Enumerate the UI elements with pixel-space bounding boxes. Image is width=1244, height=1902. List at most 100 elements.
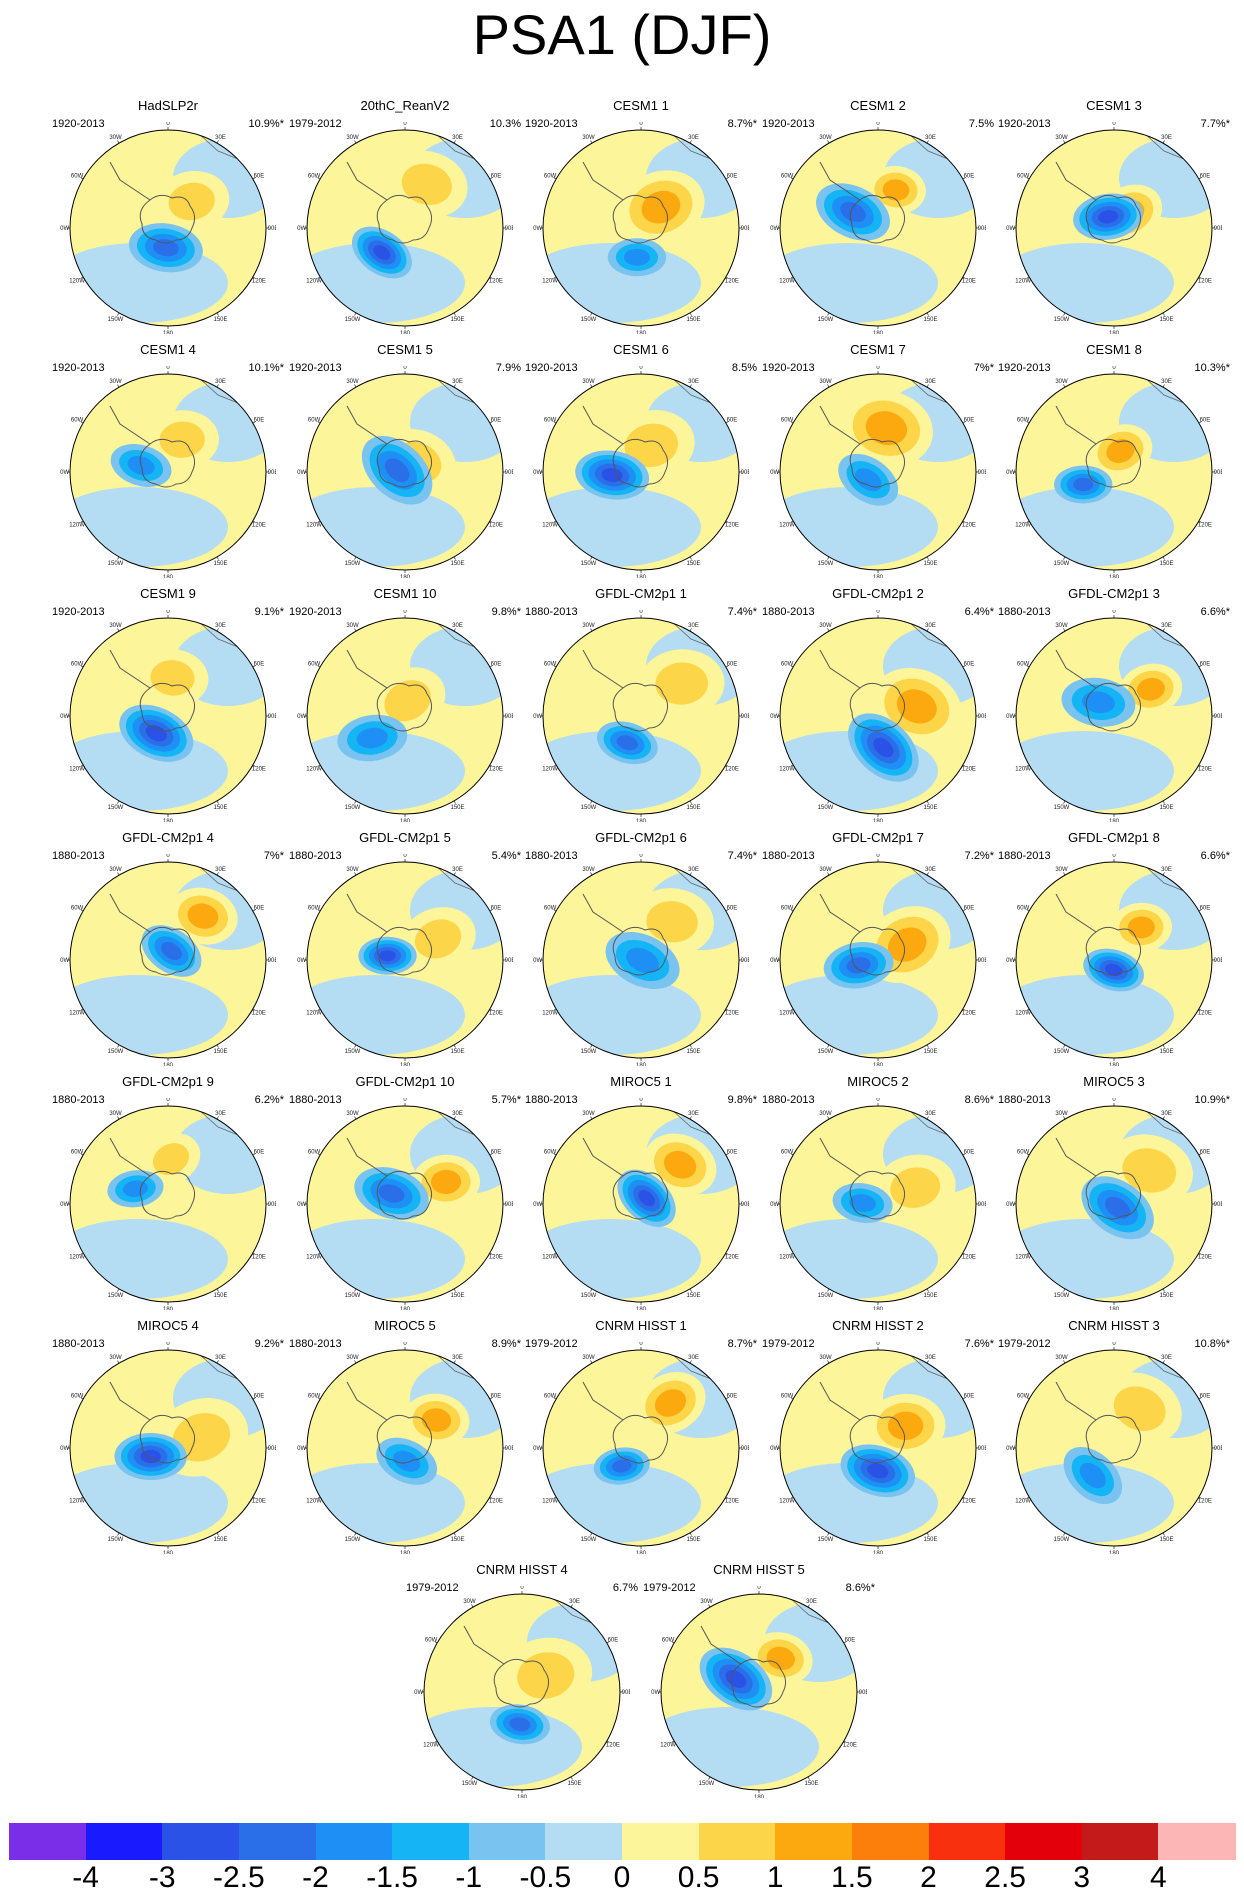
longitude-label: 90E [741, 470, 749, 476]
colorbar-segment [238, 1823, 316, 1860]
longitude-label: 60W [71, 1394, 84, 1400]
longitude-label: 120E [252, 279, 266, 285]
longitude-tick [827, 1288, 830, 1292]
longitude-label: 30E [925, 623, 936, 629]
longitude-tick [689, 628, 692, 632]
longitude-tick [1162, 800, 1165, 804]
longitude-label: 120E [489, 767, 503, 773]
longitude-label: 150E [686, 805, 700, 811]
panel-variance: 7.4%* [727, 850, 757, 862]
longitude-label: 60E [491, 1394, 502, 1400]
longitude-tick [553, 909, 557, 912]
colorbar-segment [315, 1823, 393, 1860]
longitude-tick [962, 1397, 966, 1400]
longitude-label: 150E [450, 561, 464, 567]
longitude-label: 120W [779, 1499, 795, 1505]
longitude-tick [252, 276, 256, 279]
longitude-tick [354, 1044, 357, 1048]
colorbar-tick-label: 0 [613, 1861, 631, 1894]
longitude-label: 180 [400, 1063, 411, 1066]
longitude-tick [1063, 140, 1066, 144]
longitude-label: 180 [636, 819, 647, 822]
longitude-label: 120E [725, 523, 739, 529]
longitude-label: 90W [297, 714, 307, 720]
longitude-label: 90W [770, 958, 780, 964]
longitude-label: 90W [60, 470, 70, 476]
longitude-tick [1198, 276, 1202, 279]
longitude-tick [807, 1776, 810, 1780]
polar-map: 0 30E 60E 90E 120E 150E 180 150W 120W 90W 60W 30W [1006, 1342, 1222, 1554]
longitude-label: 30E [452, 379, 463, 385]
longitude-label: 0 [166, 1342, 170, 1347]
longitude-tick [354, 1288, 357, 1292]
longitude-tick [1198, 1008, 1202, 1011]
longitude-label: 30E [806, 1599, 817, 1605]
longitude-label: 120W [1015, 1011, 1031, 1017]
panel-variance: 8.7%* [727, 118, 757, 130]
polar-map: 0 30E 60E 90E 120E 150E 180 150W 120W 90W 60W 30W [533, 1342, 749, 1554]
longitude-tick [807, 1604, 810, 1608]
longitude-tick [354, 140, 357, 144]
longitude-label: 150W [108, 805, 124, 811]
longitude-label: 90E [505, 714, 513, 720]
longitude-label: 0 [639, 610, 643, 615]
longitude-label: 150E [213, 1049, 227, 1055]
longitude-label: 90W [533, 1202, 543, 1208]
longitude-label: 90W [651, 1690, 661, 1696]
longitude-label: 90W [297, 1202, 307, 1208]
longitude-label: 0 [403, 122, 407, 127]
panel-title: GFDL-CM2p1 7 [832, 830, 924, 845]
longitude-label: 90W [1006, 1446, 1016, 1452]
longitude-tick [354, 556, 357, 560]
longitude-label: 120W [306, 1011, 322, 1017]
longitude-label: 150E [923, 1293, 937, 1299]
longitude-label: 150W [581, 561, 597, 567]
panel-years: 1880-2013 [289, 850, 342, 862]
longitude-tick [117, 628, 120, 632]
longitude-tick [725, 665, 729, 668]
map-panel: GFDL-CM2p1 1 1880-2013 7.4%* 0 30E 60E 90E 120E… [523, 586, 759, 822]
longitude-label: 30W [1055, 867, 1068, 873]
panel-years: 1979-2012 [643, 1582, 696, 1594]
longitude-tick [553, 1008, 557, 1011]
longitude-label: 150E [450, 317, 464, 323]
longitude-tick [590, 312, 593, 316]
panel-variance: 9.2%* [254, 1338, 284, 1350]
longitude-tick [926, 384, 929, 388]
longitude-label: 60W [781, 1150, 794, 1156]
longitude-tick [689, 1044, 692, 1048]
longitude-label: 60E [1200, 418, 1211, 424]
longitude-label: 30W [700, 1599, 713, 1605]
longitude-tick [725, 1153, 729, 1156]
longitude-label: 30E [925, 379, 936, 385]
longitude-label: 120W [306, 1499, 322, 1505]
longitude-label: 60W [308, 1394, 321, 1400]
longitude-label: 30W [1055, 1111, 1068, 1117]
longitude-tick [553, 1397, 557, 1400]
longitude-tick [216, 312, 219, 316]
panel-years: 1880-2013 [762, 1094, 815, 1106]
longitude-tick [117, 140, 120, 144]
longitude-tick [216, 1288, 219, 1292]
longitude-label: 90W [533, 226, 543, 232]
colorbar-tick-label: -1 [455, 1861, 483, 1894]
polar-map: 0 30E 60E 90E 120E 150E 180 150W 120W 90W 60W 30W [1006, 366, 1222, 578]
longitude-label: 150W [345, 1537, 361, 1543]
map-panel: CESM1 4 1920-2013 10.1%* 0 30E 60E 90E 120E 150E… [50, 342, 286, 578]
longitude-label: 150W [108, 1049, 124, 1055]
colorbar-segment [622, 1823, 700, 1860]
colorbar-segment [698, 1823, 776, 1860]
longitude-label: 0 [876, 610, 880, 615]
panel-variance: 6.2%* [254, 1094, 284, 1106]
longitude-label: 30W [819, 867, 832, 873]
panel-variance: 8.6%* [964, 1094, 994, 1106]
longitude-label: 90E [1214, 470, 1222, 476]
longitude-label: 90W [770, 1446, 780, 1452]
longitude-label: 0 [876, 854, 880, 859]
longitude-tick [926, 1044, 929, 1048]
longitude-label: 30W [819, 623, 832, 629]
longitude-label: 180 [636, 331, 647, 334]
longitude-tick [252, 421, 256, 424]
longitude-label: 90W [770, 226, 780, 232]
longitude-tick [725, 1008, 729, 1011]
